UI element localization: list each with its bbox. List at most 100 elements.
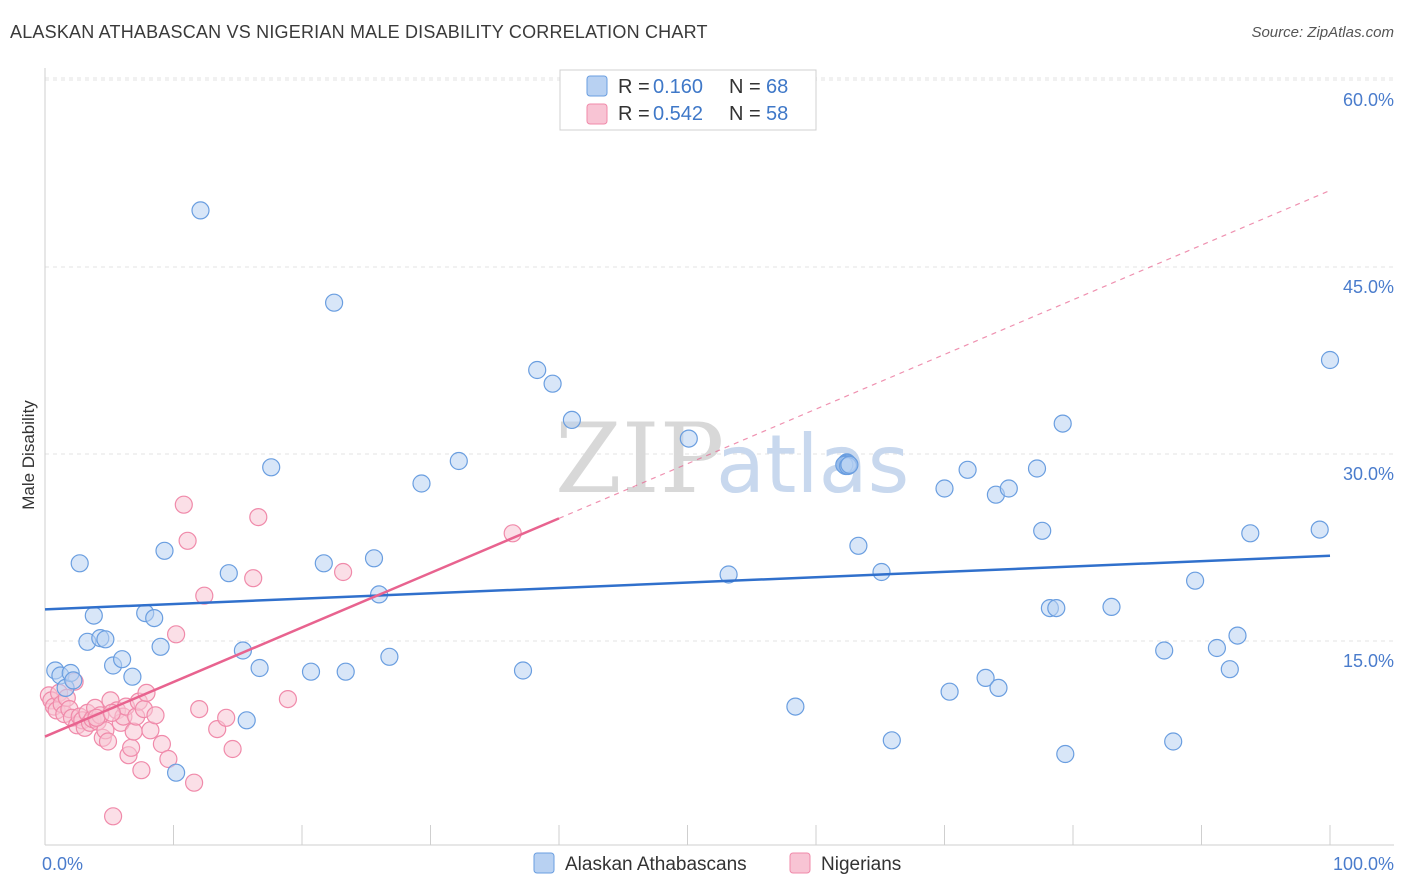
legend-n-label-2: N =	[729, 103, 761, 125]
grid-lines	[45, 77, 1394, 642]
alaskan-athabascans-point	[336, 662, 355, 681]
alaskan-athabascans-point	[719, 565, 738, 584]
alaskan-athabascans-point	[112, 650, 132, 669]
y-tick-label-30: 30.0%	[1343, 464, 1394, 484]
legend-n-value-1: 68	[766, 76, 788, 98]
nigerians-point	[167, 625, 186, 644]
nigerians-point	[152, 734, 171, 754]
series-legend-swatch-nigerians	[789, 852, 811, 874]
series-legend-swatch-alaskan	[533, 852, 555, 874]
alaskan-athabascans-point	[167, 763, 186, 782]
alaskan-athabascans-point	[935, 479, 954, 498]
alaskan-athabascans-point	[314, 554, 333, 573]
x-tick-label-min: 0.0%	[42, 854, 83, 874]
nigerians-point	[190, 699, 209, 719]
stats-legend: R = 0.160 N = 68 R = 0.542 N = 58	[559, 69, 817, 131]
nigerians-point	[249, 507, 268, 527]
alaskan-athabascans-point	[84, 606, 103, 625]
legend-r-label-1: R =	[618, 76, 650, 98]
legend-swatch-pink	[586, 103, 608, 125]
nigerians-trend-line	[44, 517, 560, 738]
nigerians-point	[146, 706, 165, 725]
alaskan-athabascans-point	[1056, 744, 1075, 764]
alaskan-athabascans-point	[940, 682, 959, 701]
alaskan-athabascans-point	[958, 460, 977, 479]
alaskan-athabascans-point	[786, 697, 805, 716]
nigerians-point	[195, 586, 214, 605]
alaskan-athabascans-point	[1320, 350, 1340, 370]
y-tick-label-60: 60.0%	[1343, 90, 1394, 110]
y-tick-label-45: 45.0%	[1343, 277, 1394, 297]
alaskan-athabascans-point	[237, 711, 256, 730]
alaskan-athabascans-point	[1033, 521, 1052, 540]
alaskan-athabascans-point	[1027, 459, 1047, 478]
watermark-zip: ZIP	[555, 403, 724, 515]
nigerians-point	[185, 773, 204, 792]
nigerians-point	[124, 722, 143, 741]
alaskan-athabascans-point	[64, 671, 83, 690]
series-legend-label-alaskan: Alaskan Athabascans	[565, 854, 747, 875]
series-legend-label-nigerians: Nigerians	[821, 854, 901, 875]
y-axis-label: Male Disability	[19, 400, 38, 510]
alaskan-athabascans-point	[840, 455, 859, 474]
alaskan-athabascans-point	[528, 360, 547, 380]
legend-r-value-2: 0.542	[653, 103, 703, 125]
alaskan-athabascans-point	[679, 429, 698, 448]
alaskan-athabascans-point	[1185, 571, 1205, 590]
alaskan-athabascans-point	[1241, 524, 1260, 543]
legend-r-value-1: 0.160	[653, 76, 703, 98]
trend-lines	[44, 189, 1331, 738]
alaskan-athabascans-point	[145, 608, 164, 628]
alaskan-athabascans-point	[155, 541, 174, 560]
nigerians-point	[217, 708, 236, 727]
alaskan-athabascans-point	[513, 661, 533, 680]
alaskan-athabascans-point	[976, 668, 995, 688]
nigerians-point	[103, 807, 123, 826]
alaskan-athabascans-point	[999, 479, 1018, 498]
nigerians-point	[334, 562, 353, 582]
nigerians-point	[132, 761, 151, 780]
alaskan-athabascans-point	[380, 647, 399, 666]
legend-r-label-2: R =	[618, 103, 650, 125]
nigerians-point	[98, 732, 118, 751]
alaskan-athabascans-point	[219, 564, 238, 583]
alaskan-athabascans-point	[364, 549, 384, 568]
source-label: Source: ZipAtlas.com	[1251, 24, 1394, 41]
watermark: ZIP atlas	[555, 403, 909, 515]
alaskan-athabascans-point	[325, 293, 344, 312]
nigerians-point	[278, 689, 297, 709]
y-tick-label-15: 15.0%	[1343, 651, 1394, 671]
alaskan-athabascans-point	[989, 678, 1008, 698]
alaskan-athabascans-point	[872, 562, 891, 582]
alaskan-athabascans-point	[562, 410, 582, 429]
x-axis-ticks	[44, 825, 1331, 845]
alaskan-athabascans-point	[1164, 732, 1183, 751]
series-legend: Alaskan Athabascans Nigerians	[533, 852, 901, 875]
alaskan-athabascans-points	[46, 201, 1340, 782]
alaskan-athabascans-point	[1155, 641, 1174, 660]
legend-n-value-2: 58	[766, 103, 788, 125]
alaskan-athabascans-point	[70, 554, 89, 573]
chart-title: ALASKAN ATHABASCAN VS NIGERIAN MALE DISA…	[10, 22, 708, 42]
alaskan-athabascans-point	[1047, 598, 1066, 618]
nigerians-trend-line-extension	[558, 189, 1331, 519]
alaskan-athabascans-point	[1310, 520, 1329, 539]
legend-n-label-1: N =	[729, 76, 761, 98]
alaskan-athabascans-point	[449, 451, 468, 471]
alaskan-athabascans-point	[882, 731, 901, 750]
nigerians-point	[122, 738, 141, 757]
nigerians-point	[174, 495, 193, 514]
watermark-atlas: atlas	[716, 418, 909, 511]
axes	[44, 68, 1394, 846]
alaskan-athabascans-point	[250, 658, 269, 678]
nigerians-point	[223, 739, 242, 759]
alaskan-athabascans-point	[96, 630, 115, 649]
x-tick-label-max: 100.0%	[1333, 854, 1394, 874]
nigerians-point	[244, 569, 263, 588]
alaskan-athabascans-point	[151, 637, 170, 656]
alaskan-athabascans-trend-line	[44, 554, 1331, 611]
nigerians-point	[159, 749, 178, 769]
nigerians-points	[39, 495, 522, 826]
alaskan-athabascans-point	[123, 667, 142, 686]
